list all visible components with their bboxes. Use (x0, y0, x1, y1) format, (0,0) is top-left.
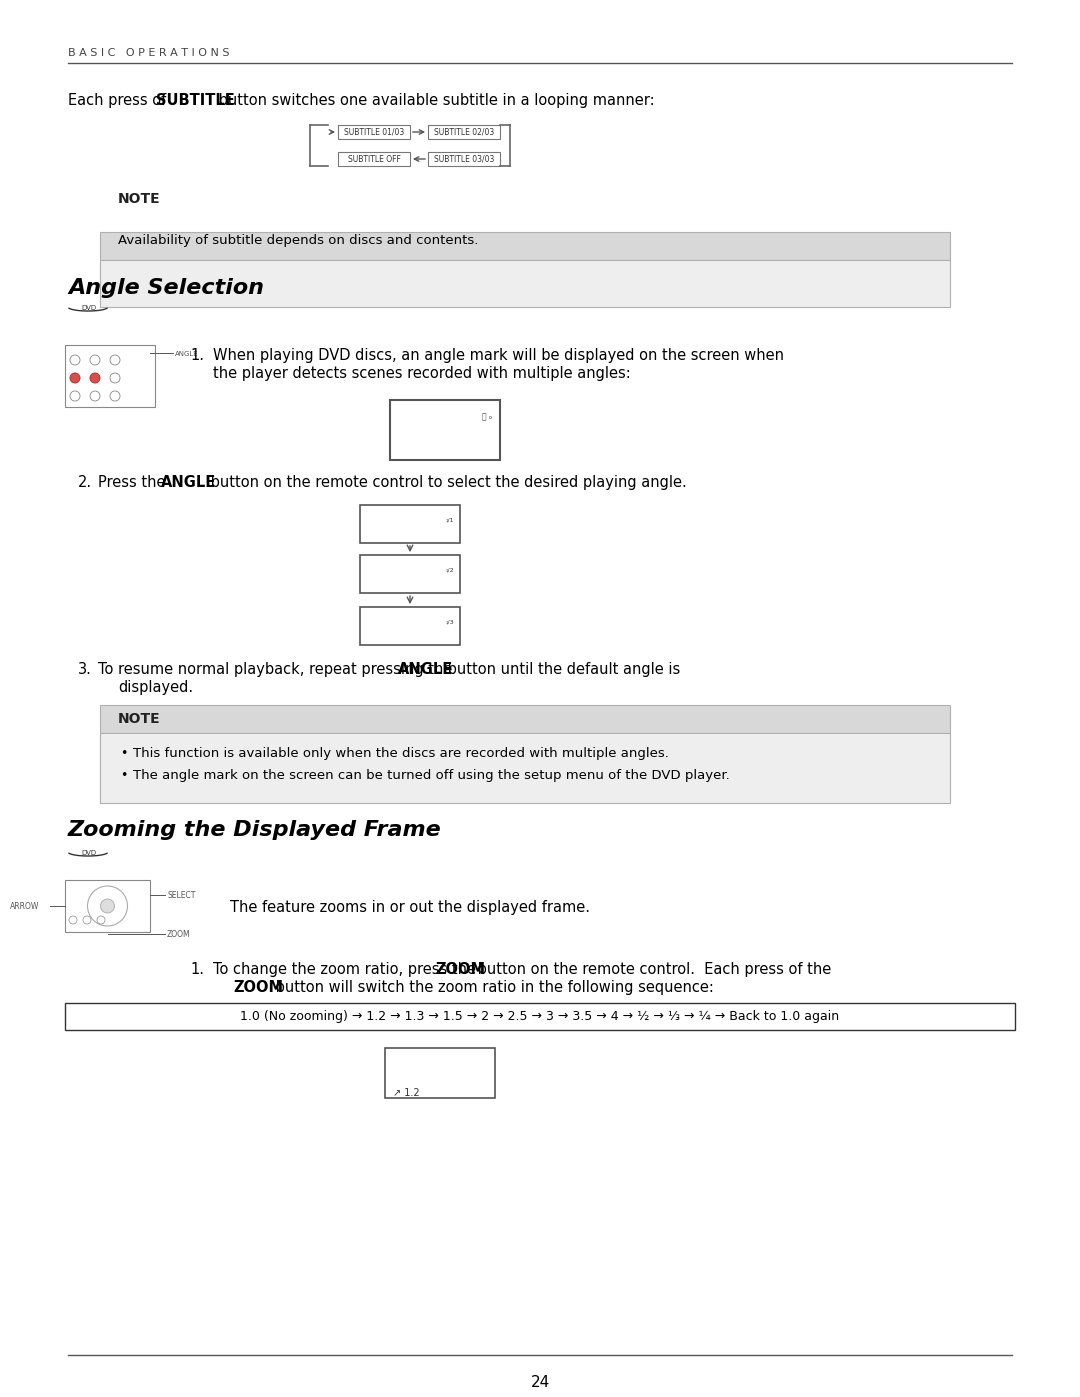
Text: ↗ 1.2: ↗ 1.2 (393, 1088, 420, 1098)
Bar (338, 124, 410, 138)
Bar (360, 504, 460, 543)
Text: 1.0 (No zooming) → 1.2 → 1.3 → 1.5 → 2 → 2.5 → 3 → 3.5 → 4 → ½ → ⅓ → ¼ → Back to: 1.0 (No zooming) → 1.2 → 1.3 → 1.5 → 2 →… (241, 1010, 839, 1023)
Text: •: • (120, 768, 127, 782)
Text: button switches one available subtitle in a looping manner:: button switches one available subtitle i… (214, 94, 654, 108)
Text: button on the remote control.  Each press of the: button on the remote control. Each press… (473, 963, 832, 977)
Circle shape (90, 373, 100, 383)
Text: To change the zoom ratio, press the: To change the zoom ratio, press the (213, 963, 481, 977)
Text: SUBTITLE: SUBTITLE (156, 94, 234, 108)
Text: button will switch the zoom ratio in the following sequence:: button will switch the zoom ratio in the… (271, 981, 714, 995)
Text: The feature zooms in or out the displayed frame.: The feature zooms in or out the displaye… (230, 900, 590, 915)
Bar (428, 124, 500, 138)
Text: button until the default angle is: button until the default angle is (443, 662, 680, 678)
Text: 2.: 2. (78, 475, 92, 490)
Bar (65, 1003, 1015, 1030)
Text: When playing DVD discs, an angle mark will be displayed on the screen when: When playing DVD discs, an angle mark wi… (213, 348, 784, 363)
Bar (360, 555, 460, 592)
Text: 1.: 1. (190, 963, 204, 977)
Text: the player detects scenes recorded with multiple angles:: the player detects scenes recorded with … (213, 366, 631, 381)
Bar (100, 232, 950, 260)
Text: ZOOM: ZOOM (435, 963, 485, 977)
Text: DVD: DVD (81, 849, 96, 856)
Text: DVD: DVD (81, 305, 96, 312)
Circle shape (100, 900, 114, 914)
Text: ANGLE: ANGLE (161, 475, 216, 490)
Text: Availability of subtitle depends on discs and contents.: Availability of subtitle depends on disc… (118, 235, 478, 247)
Text: SUBTITLE 03/03: SUBTITLE 03/03 (434, 155, 495, 163)
Bar (384, 1048, 495, 1098)
Text: B A S I C   O P E R A T I O N S: B A S I C O P E R A T I O N S (68, 47, 229, 59)
Circle shape (70, 373, 80, 383)
Text: Each press of: Each press of (68, 94, 171, 108)
Bar (65, 345, 156, 407)
Text: ZOOM: ZOOM (167, 930, 191, 939)
Text: displayed.: displayed. (118, 680, 193, 694)
Text: This function is available only when the discs are recorded with multiple angles: This function is available only when the… (133, 747, 669, 760)
Text: The angle mark on the screen can be turned off using the setup menu of the DVD p: The angle mark on the screen can be turn… (133, 768, 730, 782)
Bar (338, 152, 410, 166)
Text: ⛷ ₒ: ⛷ ₒ (482, 412, 492, 420)
Text: ANGLE: ANGLE (175, 351, 199, 358)
Text: SELECT: SELECT (167, 891, 195, 900)
Text: ANGLE: ANGLE (399, 662, 454, 678)
Text: SUBTITLE 02/03: SUBTITLE 02/03 (434, 127, 495, 137)
Text: NOTE: NOTE (118, 191, 161, 205)
Bar (360, 608, 460, 645)
Text: 3.: 3. (78, 662, 92, 678)
Bar (390, 400, 500, 460)
Text: button on the remote control to select the desired playing angle.: button on the remote control to select t… (206, 475, 687, 490)
Text: ZOOM: ZOOM (233, 981, 283, 995)
Text: Zooming the Displayed Frame: Zooming the Displayed Frame (68, 820, 442, 840)
Text: NOTE: NOTE (118, 712, 161, 726)
Text: ₁/3: ₁/3 (445, 619, 454, 624)
Bar (100, 260, 950, 307)
Text: ARROW: ARROW (10, 902, 39, 911)
Text: SUBTITLE OFF: SUBTITLE OFF (348, 155, 401, 163)
Text: To resume normal playback, repeat pressing the: To resume normal playback, repeat pressi… (98, 662, 457, 678)
Bar (428, 152, 500, 166)
Text: ₁/2: ₁/2 (445, 567, 454, 571)
Text: 24: 24 (530, 1375, 550, 1390)
Text: SUBTITLE 01/03: SUBTITLE 01/03 (343, 127, 404, 137)
Text: 1.: 1. (190, 348, 204, 363)
Text: •: • (120, 747, 127, 760)
Bar (100, 705, 950, 733)
Text: ₁/1: ₁/1 (446, 517, 454, 522)
Text: Angle Selection: Angle Selection (68, 278, 264, 298)
Bar (100, 733, 950, 803)
Text: Press the: Press the (98, 475, 171, 490)
Bar (65, 880, 150, 932)
